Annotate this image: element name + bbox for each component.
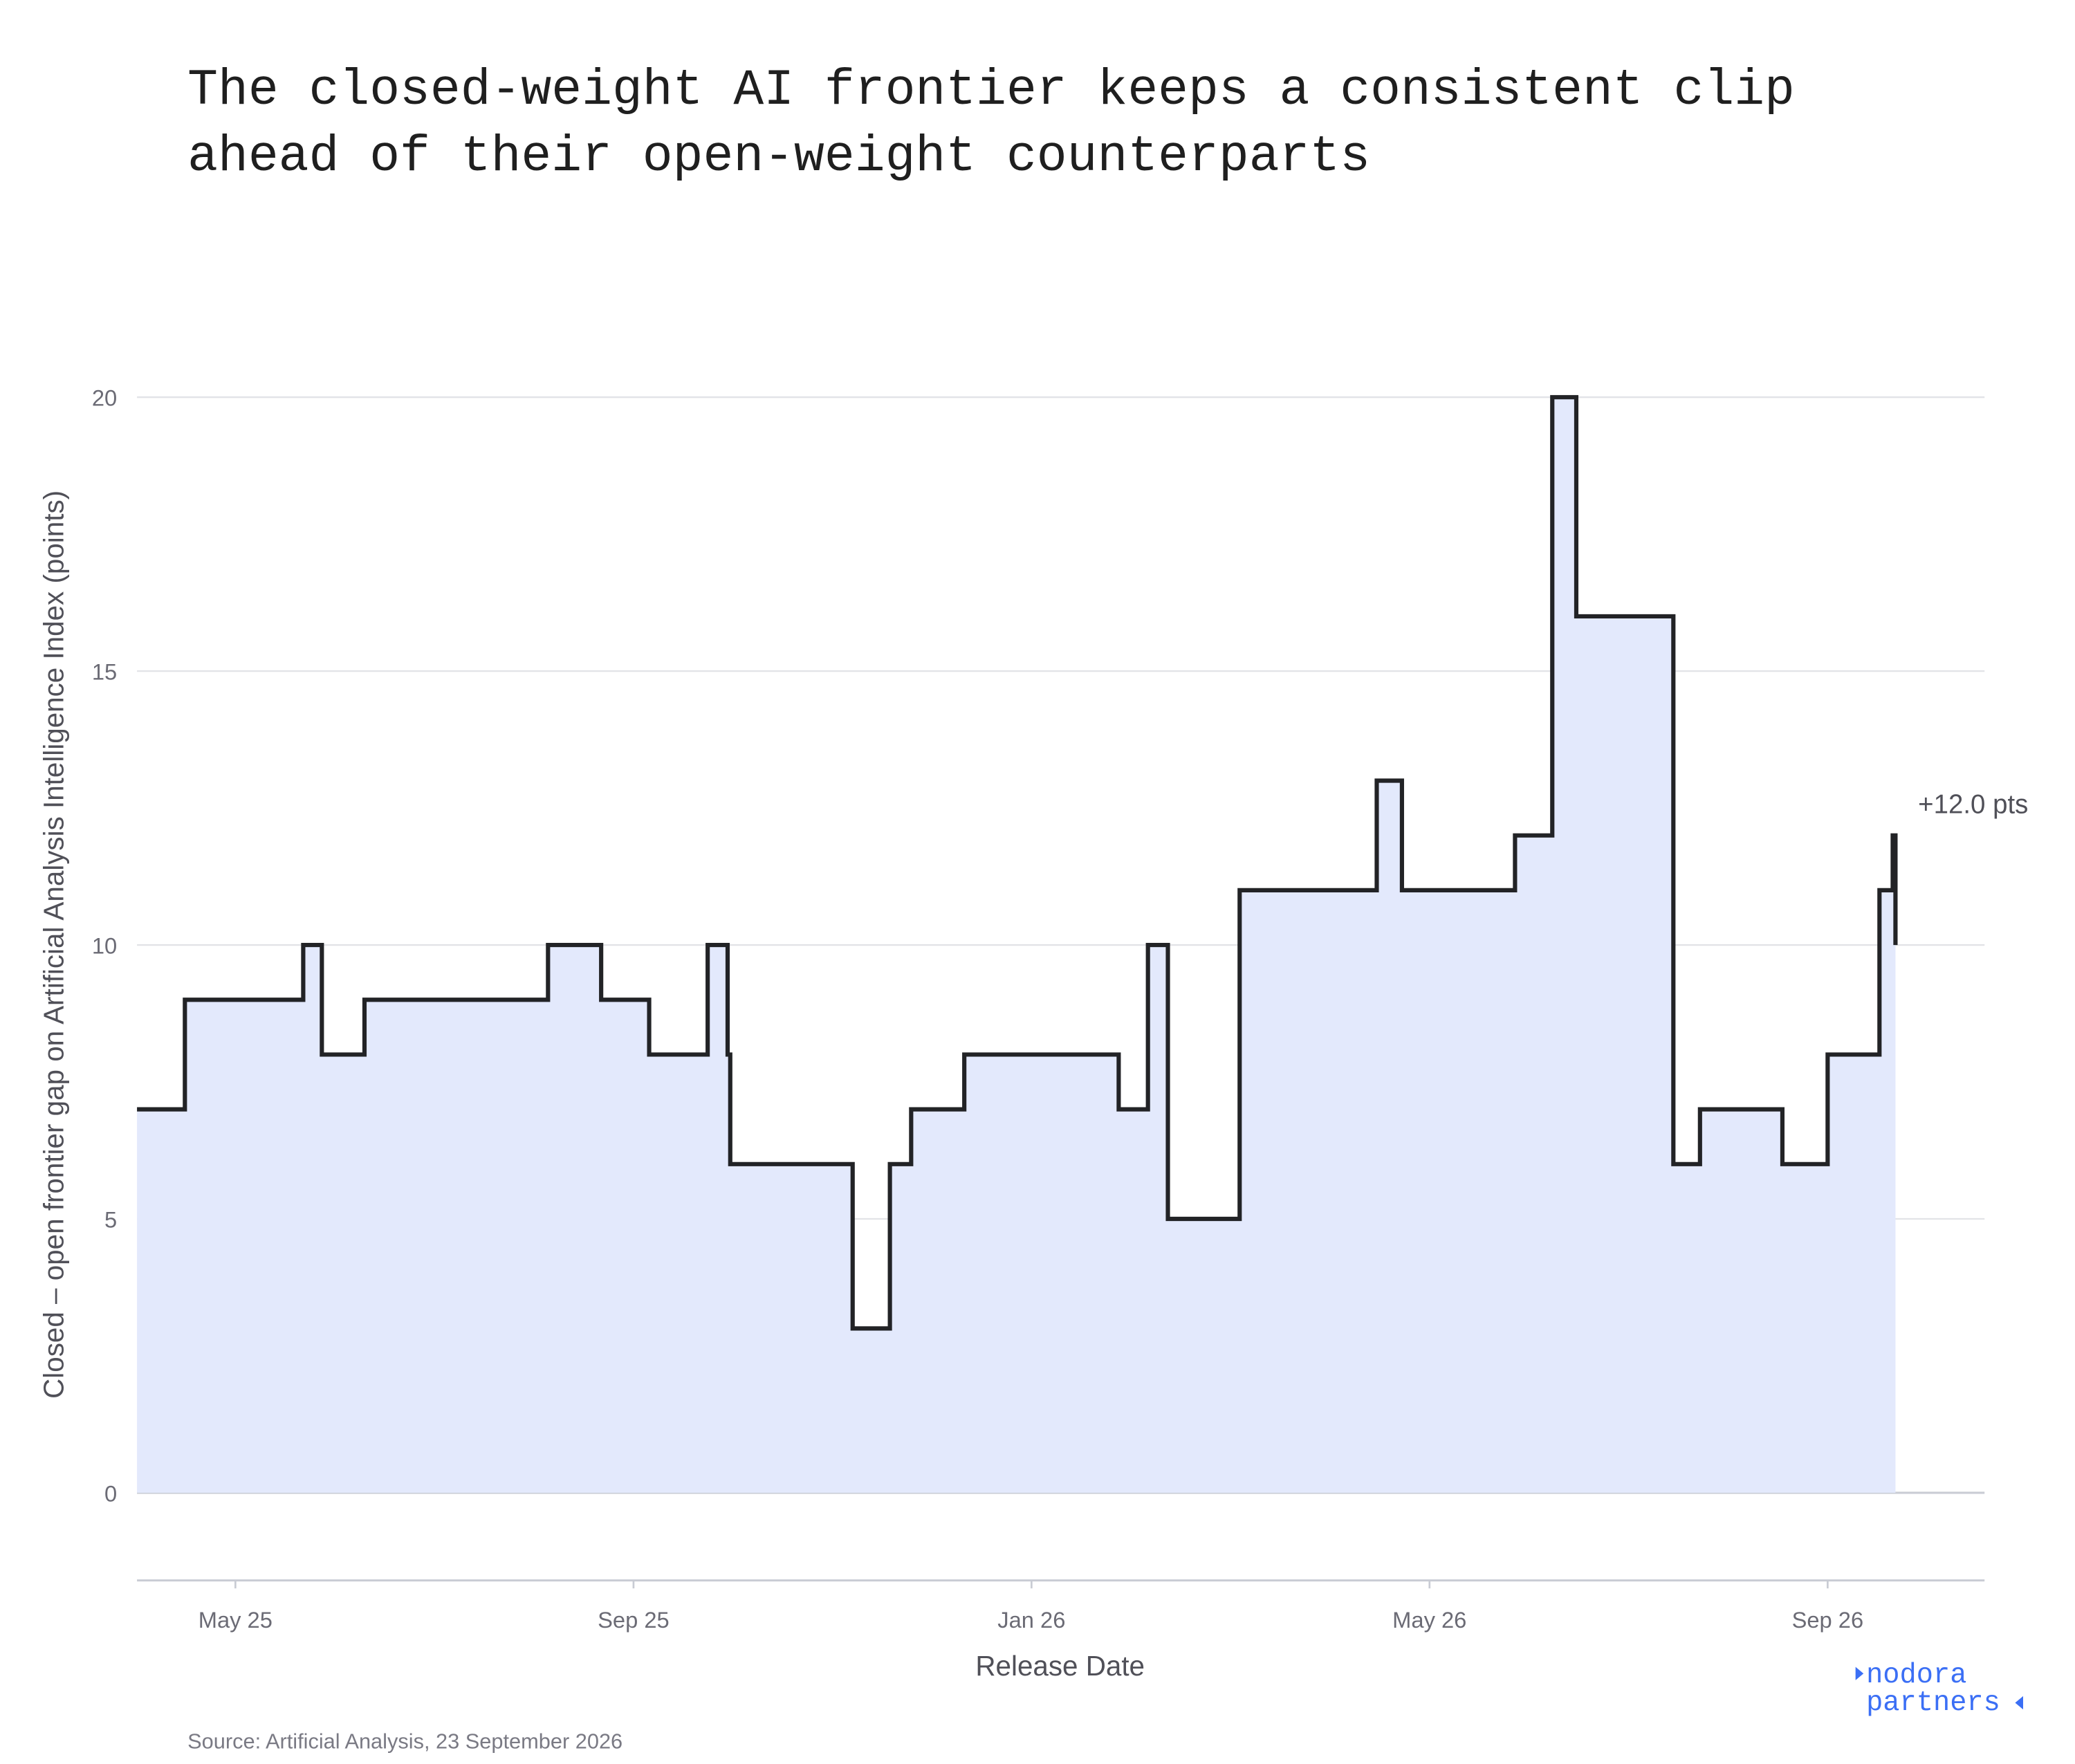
- source-note: Source: Artificial Analysis, 23 Septembe…: [187, 1729, 622, 1753]
- y-axis-label: Closed – open frontier gap on Artificial…: [37, 490, 69, 1399]
- plot-area: 0 5 10 15 20 May 25 Sep 25 Jan 26 May 26 Sep 26 +1…: [92, 385, 2029, 1633]
- chart-title: The closed-weight AI frontier keeps a co…: [187, 62, 1795, 119]
- line: [137, 395, 1898, 1331]
- logo-text: partners: [1866, 1687, 2000, 1719]
- x-tick-label: Jan 26: [997, 1607, 1065, 1633]
- chart-title: ahead of their open-weight counterparts: [187, 128, 1370, 185]
- x-tick-label: Sep 26: [1792, 1607, 1864, 1633]
- y-tick-label: 15: [92, 659, 117, 685]
- y-tick-label: 5: [104, 1206, 117, 1232]
- y-tick-label: 0: [104, 1480, 117, 1506]
- x-axis-label: Release Date: [975, 1650, 1145, 1682]
- logo-mark: [2015, 1696, 2023, 1710]
- area: [137, 397, 1896, 1493]
- x-tick-label: May 25: [199, 1607, 273, 1633]
- y-tick-label: 20: [92, 385, 117, 411]
- x-tick-label: May 26: [1392, 1607, 1466, 1633]
- annotation: +12.0 pts: [1918, 790, 2028, 820]
- y-tick-label: 10: [92, 933, 117, 959]
- logo-text: nodora: [1866, 1660, 1966, 1691]
- logo-mark: [1855, 1666, 1864, 1680]
- x-tick-label: Sep 25: [598, 1607, 670, 1633]
